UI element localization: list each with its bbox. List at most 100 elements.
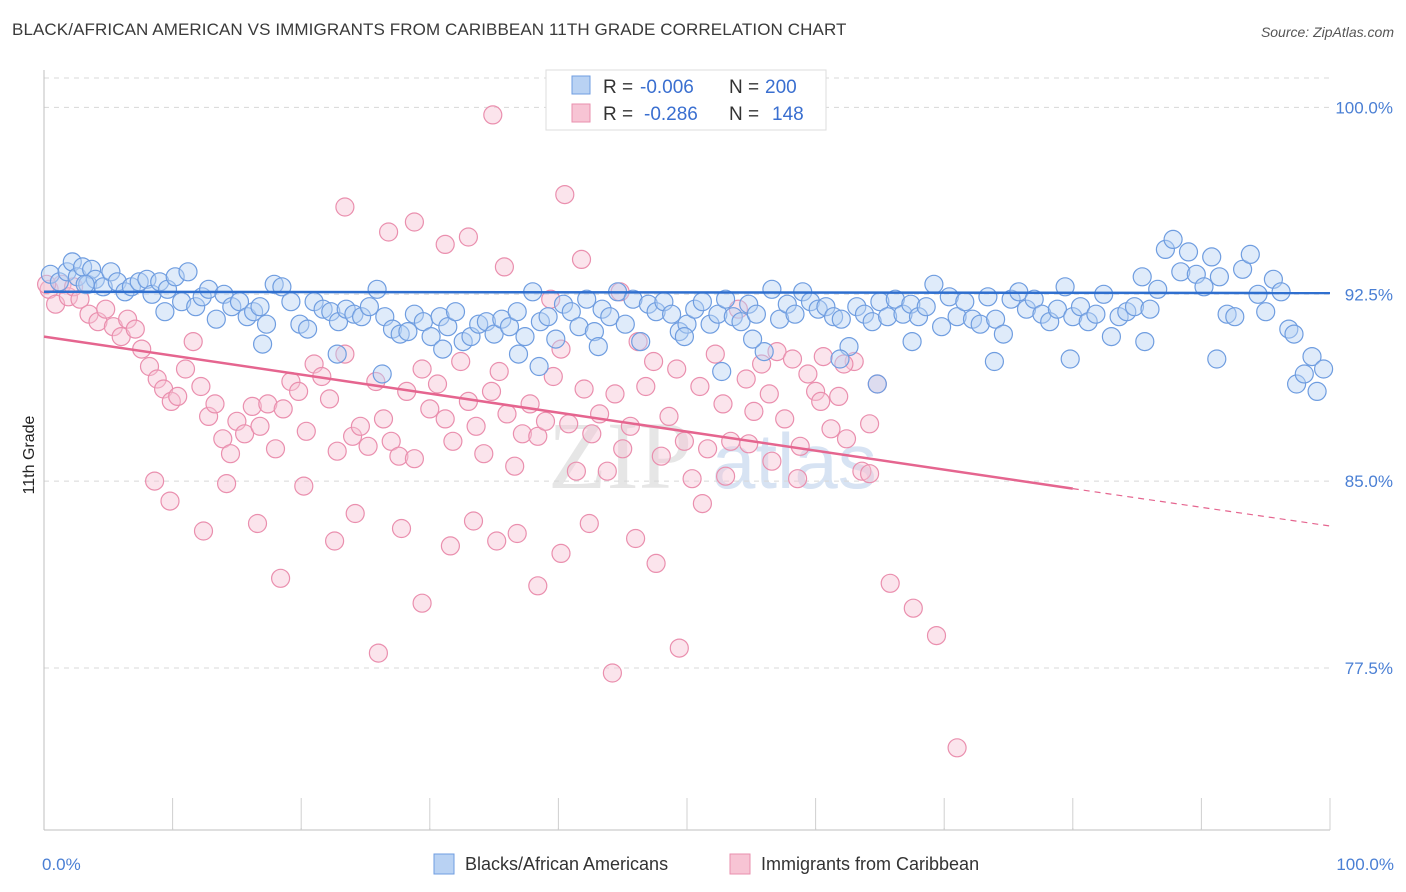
data-point bbox=[117, 309, 138, 329]
data-point bbox=[183, 332, 203, 352]
data-point bbox=[592, 299, 612, 319]
legend-pink-swatch bbox=[571, 103, 591, 123]
data-point bbox=[440, 536, 460, 556]
data-point bbox=[902, 332, 922, 352]
data-point bbox=[481, 381, 502, 401]
data-point bbox=[808, 299, 828, 319]
data-point bbox=[551, 339, 571, 359]
data-point bbox=[712, 361, 732, 382]
data-point bbox=[754, 342, 774, 362]
data-point bbox=[178, 262, 198, 282]
data-point bbox=[700, 314, 720, 334]
data-point bbox=[811, 391, 831, 411]
data-point bbox=[298, 319, 318, 339]
data-point bbox=[1124, 297, 1145, 317]
data-point bbox=[638, 294, 659, 314]
data-point bbox=[497, 404, 517, 424]
data-point bbox=[1155, 239, 1176, 259]
data-point bbox=[391, 518, 412, 539]
data-point bbox=[1055, 277, 1075, 297]
data-point bbox=[823, 307, 844, 327]
data-point bbox=[787, 469, 808, 489]
bottom-legend-pink-swatch bbox=[729, 853, 751, 875]
data-point bbox=[165, 267, 185, 287]
data-point bbox=[430, 307, 450, 327]
data-point bbox=[739, 434, 759, 454]
data-point bbox=[682, 469, 702, 489]
data-point bbox=[597, 461, 617, 481]
data-point bbox=[389, 446, 409, 466]
data-point bbox=[220, 444, 241, 464]
data-point bbox=[561, 302, 581, 322]
data-point bbox=[721, 431, 741, 451]
data-point bbox=[880, 573, 900, 593]
legend-pink-n-label: N = bbox=[729, 104, 759, 125]
data-point bbox=[469, 314, 489, 334]
data-point bbox=[697, 439, 718, 459]
data-point bbox=[1163, 229, 1183, 249]
data-point bbox=[847, 297, 867, 317]
data-point bbox=[782, 349, 803, 369]
data-point bbox=[651, 446, 671, 466]
data-point bbox=[1148, 279, 1168, 299]
data-point bbox=[708, 304, 728, 324]
data-point bbox=[1101, 327, 1122, 347]
data-point bbox=[785, 304, 805, 324]
data-point bbox=[555, 185, 575, 205]
data-point bbox=[924, 274, 944, 294]
data-point bbox=[713, 394, 733, 414]
data-point bbox=[625, 528, 646, 549]
data-point bbox=[250, 297, 270, 317]
data-point bbox=[1132, 267, 1152, 287]
data-point bbox=[101, 262, 121, 282]
data-point bbox=[1086, 304, 1106, 324]
data-point bbox=[404, 212, 424, 232]
data-point bbox=[1225, 307, 1245, 327]
data-point bbox=[390, 324, 410, 344]
data-point bbox=[1178, 242, 1199, 262]
data-point bbox=[674, 431, 695, 451]
y-tick-labels: 77.5% 85.0% 92.5% 100.0% bbox=[1335, 98, 1393, 678]
data-point bbox=[145, 471, 165, 491]
data-point bbox=[916, 297, 936, 317]
data-point bbox=[435, 409, 455, 429]
y-tick-label: 85.0% bbox=[1345, 472, 1393, 491]
data-point bbox=[368, 643, 388, 663]
data-point bbox=[1024, 289, 1044, 309]
data-point bbox=[321, 302, 341, 322]
data-point bbox=[605, 384, 625, 404]
data-point bbox=[579, 513, 599, 534]
data-point bbox=[1094, 284, 1114, 304]
data-point bbox=[600, 307, 620, 327]
data-point bbox=[955, 292, 975, 312]
data-point bbox=[529, 356, 549, 377]
data-point bbox=[1217, 304, 1237, 324]
data-point bbox=[777, 294, 797, 314]
data-point bbox=[1307, 381, 1327, 401]
data-point bbox=[566, 461, 587, 481]
data-point bbox=[577, 289, 597, 309]
data-point bbox=[582, 424, 602, 444]
data-point bbox=[862, 312, 882, 332]
data-point bbox=[155, 302, 175, 322]
data-point bbox=[877, 307, 898, 327]
data-point bbox=[57, 262, 77, 282]
data-point bbox=[798, 364, 818, 384]
data-point bbox=[281, 292, 301, 312]
data-point bbox=[661, 304, 682, 324]
series-immigrants-from-caribbean bbox=[36, 100, 967, 758]
data-point bbox=[319, 389, 340, 409]
data-point bbox=[350, 416, 370, 436]
bottom-legend-blue-label: Blacks/African Americans bbox=[465, 854, 668, 874]
data-point bbox=[736, 369, 756, 389]
data-point bbox=[620, 416, 641, 436]
data-point bbox=[335, 344, 355, 364]
data-point bbox=[168, 386, 188, 406]
data-point bbox=[528, 576, 548, 596]
data-point bbox=[499, 317, 520, 337]
data-point bbox=[289, 381, 309, 401]
series-blacks-african-americans bbox=[40, 229, 1334, 401]
data-point bbox=[1294, 364, 1314, 384]
data-point bbox=[715, 289, 736, 309]
